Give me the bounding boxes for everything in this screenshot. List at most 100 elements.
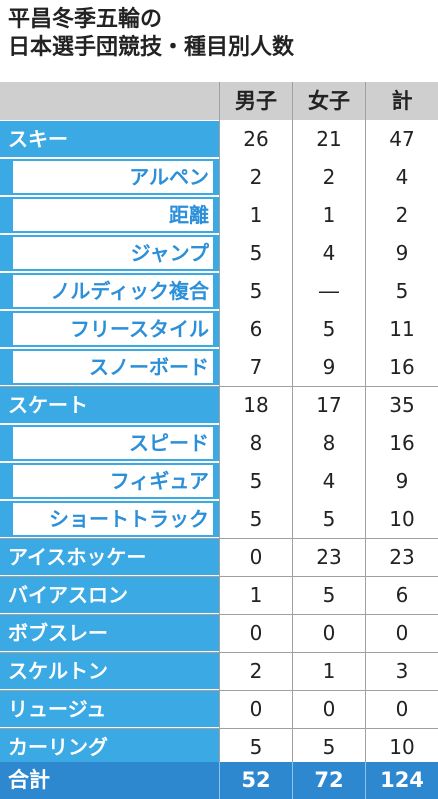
- row-label-cell: スピード: [0, 425, 219, 461]
- row-label: ジャンプ: [130, 241, 209, 265]
- cell-total: 9: [395, 241, 409, 265]
- row-label: スケート: [8, 393, 88, 417]
- row-label: バイアスロン: [8, 583, 128, 607]
- cell-men: 26: [243, 127, 269, 151]
- cell-men: 1: [249, 203, 263, 227]
- cell-women: 17: [316, 393, 342, 417]
- row-label: アイスホッケー: [8, 545, 147, 569]
- row-label: スキー: [8, 127, 68, 151]
- row-label: フィギュア: [109, 469, 209, 493]
- cell-total: 16: [389, 355, 415, 379]
- cell-women: 5: [322, 317, 336, 341]
- row-label-cell: リュージュ: [0, 691, 219, 727]
- row-label-cell: フィギュア: [0, 463, 219, 499]
- divider-men: [292, 82, 293, 762]
- row-label-cell: スノーボード: [0, 349, 219, 385]
- title-line-2: 日本選手団競技・種目別人数: [8, 35, 295, 60]
- divider-label: [219, 82, 220, 762]
- cell-men: 0: [249, 621, 263, 645]
- sub-label-background: [13, 465, 213, 497]
- row-label: スピード: [129, 431, 209, 455]
- row-label-cell: ノルディック複合: [0, 273, 219, 309]
- total-women: 72: [314, 768, 344, 792]
- cell-men: 5: [249, 469, 263, 493]
- row-label-cell: フリースタイル: [0, 311, 219, 347]
- row-label: リュージュ: [8, 697, 107, 721]
- cell-men: 5: [249, 279, 263, 303]
- row-label: スノーボード: [89, 355, 209, 379]
- cell-total: 10: [389, 735, 415, 759]
- cell-women: 4: [322, 241, 336, 265]
- table-row: ノルディック複合 5 ― 5: [0, 272, 438, 310]
- cell-men: 0: [249, 697, 263, 721]
- row-label-cell: スケルトン: [0, 653, 219, 689]
- row-label-cell: バイアスロン: [0, 577, 219, 613]
- cell-women: 2: [322, 165, 336, 189]
- total-men: 52: [241, 768, 271, 792]
- cell-women: 9: [322, 355, 336, 379]
- cell-women: ―: [319, 279, 339, 303]
- header-blank: [0, 82, 219, 120]
- row-label: フリースタイル: [70, 317, 209, 341]
- cell-women: 21: [316, 127, 342, 151]
- table-row: スノーボード 7 9 16: [0, 348, 438, 386]
- cell-women: 0: [322, 697, 336, 721]
- table-row: ボブスレー 0 0 0: [0, 614, 438, 652]
- header-men: 男子: [220, 82, 292, 120]
- cell-men: 2: [249, 165, 263, 189]
- table-row: バイアスロン 1 5 6: [0, 576, 438, 614]
- sub-label-background: [13, 275, 213, 307]
- table-row: 距離 1 1 2: [0, 196, 438, 234]
- row-label-cell: 距離: [0, 197, 219, 233]
- row-label: ボブスレー: [8, 621, 108, 645]
- row-label-cell: スキー: [0, 121, 219, 157]
- cell-total: 10: [389, 507, 415, 531]
- table-row: リュージュ 0 0 0: [0, 690, 438, 728]
- sub-label-background: [13, 351, 213, 383]
- cell-men: 2: [249, 659, 263, 683]
- row-label: アルペン: [129, 165, 209, 189]
- sub-label-background: [13, 161, 213, 193]
- cell-women: 1: [322, 203, 336, 227]
- cell-total: 9: [395, 469, 409, 493]
- cell-men: 18: [243, 393, 269, 417]
- total-label: 合計: [8, 768, 50, 792]
- cell-total: 6: [395, 583, 409, 607]
- cell-men: 5: [249, 735, 263, 759]
- row-label: ショートトラック: [49, 507, 209, 531]
- sub-label-background: [13, 199, 213, 231]
- cell-men: 8: [249, 431, 263, 455]
- total-divider-2: [292, 762, 293, 799]
- cell-women: 8: [322, 431, 336, 455]
- cell-women: 5: [322, 735, 336, 759]
- row-label-cell: カーリング: [0, 729, 219, 765]
- table-row: フィギュア 5 4 9: [0, 462, 438, 500]
- total-divider-3: [365, 762, 366, 799]
- sub-label-background: [13, 427, 213, 459]
- cell-total: 47: [389, 127, 415, 151]
- cell-men: 6: [249, 317, 263, 341]
- cell-total: 2: [395, 203, 409, 227]
- total-divider-1: [219, 762, 220, 799]
- cell-women: 5: [322, 583, 336, 607]
- row-label-cell: スケート: [0, 387, 219, 423]
- cell-total: 5: [395, 279, 409, 303]
- cell-total: 23: [389, 545, 415, 569]
- table-row: スキー 26 21 47: [0, 120, 438, 158]
- sub-label-background: [13, 237, 213, 269]
- sub-label-background: [13, 313, 213, 345]
- table-row: スケルトン 2 1 3: [0, 652, 438, 690]
- cell-men: 0: [249, 545, 263, 569]
- cell-total: 4: [395, 165, 409, 189]
- cell-women: 0: [322, 621, 336, 645]
- row-label-cell: ボブスレー: [0, 615, 219, 651]
- row-label-cell: ショートトラック: [0, 501, 219, 537]
- table-header: 男子 女子 計: [0, 82, 438, 120]
- sub-label-background: [13, 503, 213, 535]
- table-row: スケート 18 17 35: [0, 386, 438, 424]
- header-total: 計: [366, 82, 438, 120]
- table-row: ショートトラック 5 5 10: [0, 500, 438, 538]
- table-row: ジャンプ 5 4 9: [0, 234, 438, 272]
- table-row: フリースタイル 6 5 11: [0, 310, 438, 348]
- divider-women: [365, 82, 366, 762]
